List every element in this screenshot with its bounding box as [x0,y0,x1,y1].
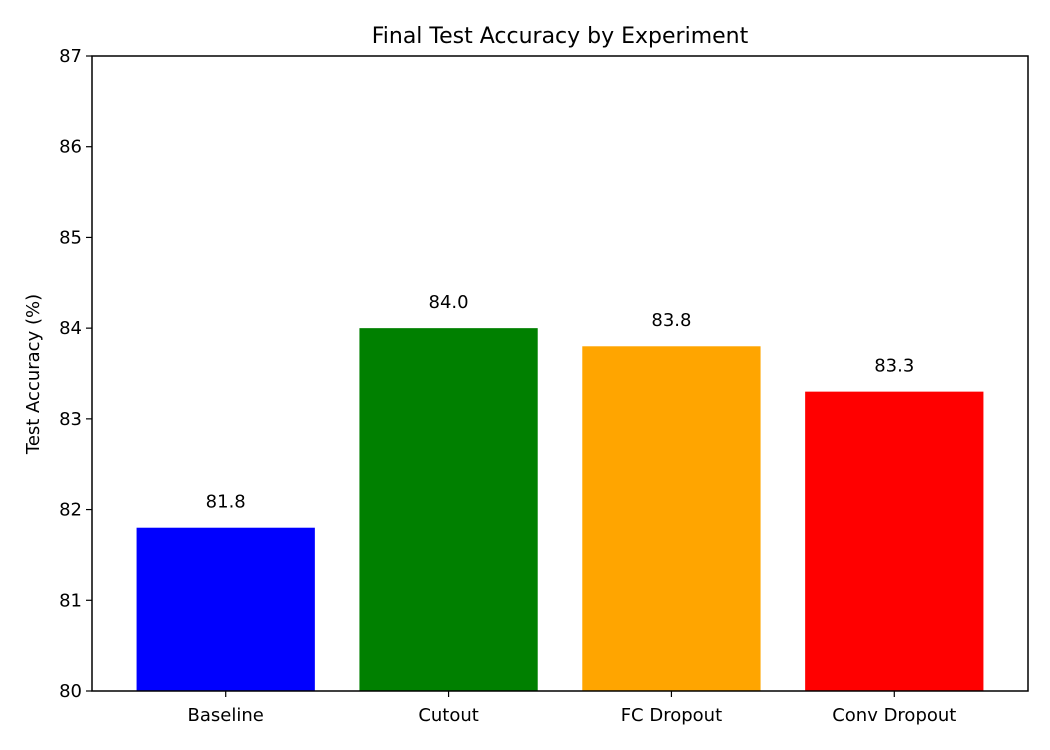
chart-title: Final Test Accuracy by Experiment [372,24,749,49]
x-tick-label: Conv Dropout [832,705,956,726]
y-tick-label: 80 [59,681,82,702]
x-tick-label: Baseline [188,705,264,726]
bar-value-label: 83.3 [874,356,914,377]
bar-baseline [136,527,315,691]
x-axis-ticks: Baseline Cutout FC Dropout Conv Dropout [188,691,956,726]
y-axis-label: Test Accuracy (%) [23,294,44,455]
bar-value-label: 81.8 [206,492,246,513]
plot-area-frame [91,55,1029,692]
bar-value-label: 83.8 [651,310,691,331]
bar-value-labels: 81.8 84.0 83.8 83.3 [206,292,915,513]
y-tick-label: 84 [59,318,82,339]
y-tick-label: 86 [59,137,82,158]
x-tick-label: FC Dropout [621,705,722,726]
bar-cutout [359,328,538,691]
bar-conv-dropout [805,391,984,691]
x-tick-label: Cutout [418,705,479,726]
y-axis-ticks: 80 81 82 83 84 85 86 87 [59,46,92,702]
y-tick-label: 87 [59,46,82,67]
bar-value-label: 84.0 [429,292,469,313]
bars-group [136,328,984,691]
y-tick-label: 81 [59,590,82,611]
bar-fc-dropout [582,346,761,691]
y-tick-label: 83 [59,409,82,430]
y-tick-label: 85 [59,227,82,248]
y-tick-label: 82 [59,500,82,521]
